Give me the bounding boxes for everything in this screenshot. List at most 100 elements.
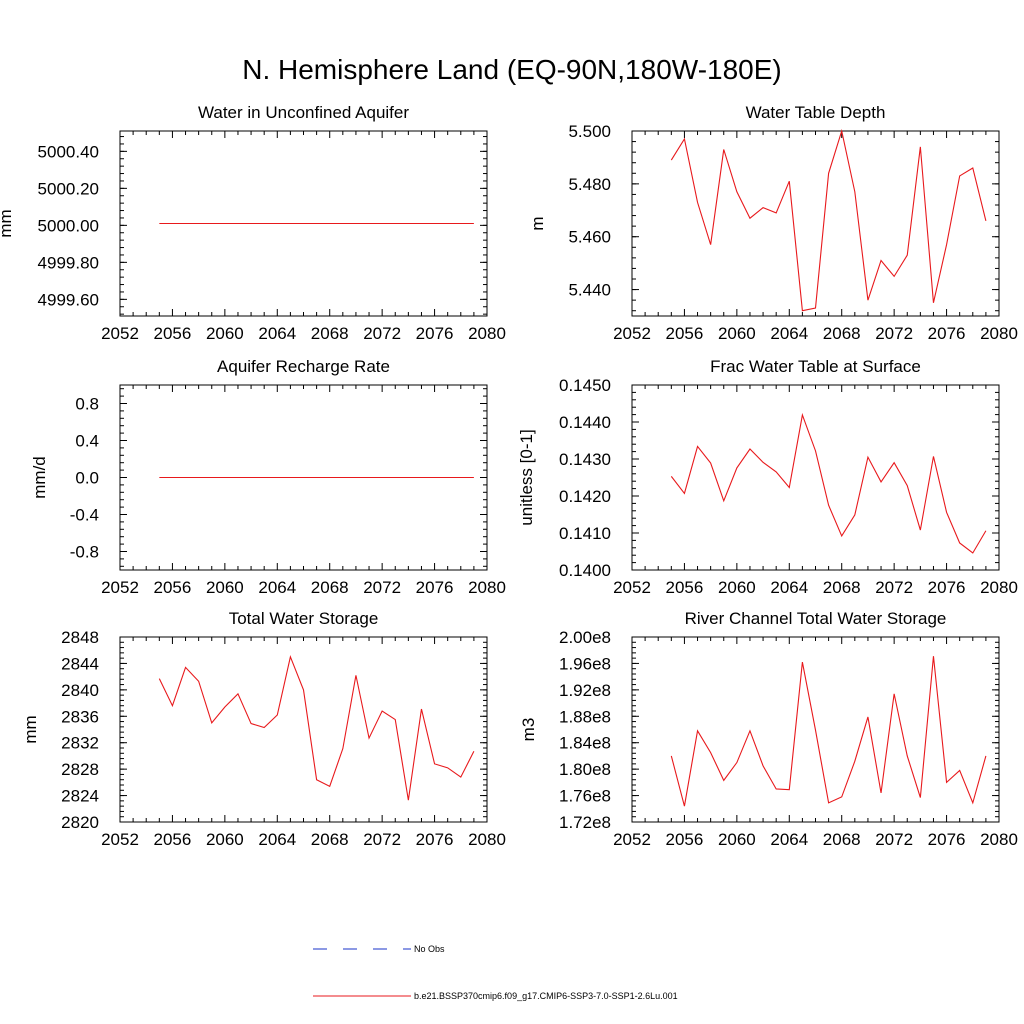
legend-obs-label: No Obs xyxy=(414,944,445,954)
plot-frame xyxy=(631,130,1000,317)
y-tick-label: 2848 xyxy=(61,628,99,647)
subplot-title: Total Water Storage xyxy=(229,609,379,628)
y-tick-label: 1.96e8 xyxy=(559,654,611,673)
y-tick-label: 5000.20 xyxy=(38,179,99,198)
x-tick-label: 2064 xyxy=(770,578,808,597)
y-tick-label: 5000.00 xyxy=(38,216,99,235)
y-tick-label: 2844 xyxy=(61,654,99,673)
y-tick-label: 0.1430 xyxy=(559,450,611,469)
y-tick-label: -0.4 xyxy=(70,506,99,525)
plot-frame xyxy=(119,636,488,823)
subplot-title: Aquifer Recharge Rate xyxy=(217,357,390,376)
x-tick-label: 2080 xyxy=(468,830,506,849)
x-tick-label: 2056 xyxy=(666,830,704,849)
x-tick-label: 2072 xyxy=(363,324,401,343)
x-tick-label: 2076 xyxy=(928,830,966,849)
y-axis-label: mm xyxy=(0,209,15,237)
y-tick-label: 0.1440 xyxy=(559,413,611,432)
x-tick-label: 2076 xyxy=(416,578,454,597)
x-tick-label: 2056 xyxy=(154,578,192,597)
y-tick-label: 2820 xyxy=(61,813,99,832)
y-tick-label: 0.1410 xyxy=(559,524,611,543)
y-tick-label: 0.1420 xyxy=(559,487,611,506)
panel-5: 2052 2056 2060 2064 2068 2072 2076 2080 2820 2824… xyxy=(21,609,506,849)
series-line xyxy=(670,128,987,312)
x-tick-label: 2080 xyxy=(980,578,1018,597)
x-tick-label: 2052 xyxy=(101,830,139,849)
subplot-title: Frac Water Table at Surface xyxy=(710,357,921,376)
x-tick-label: 2052 xyxy=(613,830,651,849)
y-tick-label: 1.72e8 xyxy=(559,813,611,832)
x-tick-label: 2056 xyxy=(154,830,192,849)
panel-6: 2052 2056 2060 2064 2068 2072 2076 2080 1.72e8 1.… xyxy=(519,609,1018,849)
y-axis-label: mm/d xyxy=(30,456,49,499)
x-tick-label: 2064 xyxy=(770,324,808,343)
legend-model-label: b.e21.BSSP370cmip6.f09_g17.CMIP6-SSP3-7.… xyxy=(414,991,678,1001)
x-tick-label: 2056 xyxy=(666,578,704,597)
x-tick-label: 2060 xyxy=(718,578,756,597)
subplot-title: River Channel Total Water Storage xyxy=(685,609,947,628)
x-tick-label: 2060 xyxy=(206,324,244,343)
y-tick-label: 2.00e8 xyxy=(559,628,611,647)
x-tick-label: 2064 xyxy=(258,324,296,343)
x-tick-label: 2052 xyxy=(101,578,139,597)
y-tick-label: 1.80e8 xyxy=(559,760,611,779)
y-axis-label: unitless [0-1] xyxy=(517,429,536,525)
y-tick-label: -0.8 xyxy=(70,543,99,562)
y-tick-label: 2836 xyxy=(61,707,99,726)
y-axis-label: mm xyxy=(21,715,40,743)
y-tick-label: 0.8 xyxy=(75,395,99,414)
x-tick-label: 2072 xyxy=(875,830,913,849)
x-tick-label: 2064 xyxy=(258,578,296,597)
y-axis-label: m xyxy=(528,216,547,230)
x-tick-label: 2068 xyxy=(823,324,861,343)
x-tick-label: 2064 xyxy=(770,830,808,849)
x-tick-label: 2052 xyxy=(613,578,651,597)
y-tick-label: 5.460 xyxy=(568,228,611,247)
y-tick-label: 1.84e8 xyxy=(559,734,611,753)
x-tick-label: 2060 xyxy=(718,324,756,343)
y-tick-label: 0.4 xyxy=(75,432,99,451)
series-line xyxy=(670,656,987,807)
x-tick-label: 2072 xyxy=(363,578,401,597)
legend: No Obs b.e21.BSSP370cmip6.f09_g17.CMIP6-… xyxy=(313,944,678,1001)
x-tick-label: 2056 xyxy=(154,324,192,343)
x-tick-label: 2064 xyxy=(258,830,296,849)
x-tick-label: 2060 xyxy=(206,830,244,849)
subplot-title: Water Table Depth xyxy=(746,103,886,122)
y-tick-label: 4999.80 xyxy=(38,253,99,272)
panel-3: 2052 2056 2060 2064 2068 2072 2076 2080 -0.8 -0.4… xyxy=(30,357,506,597)
y-tick-label: 5000.40 xyxy=(38,142,99,161)
x-tick-label: 2072 xyxy=(875,578,913,597)
x-tick-label: 2068 xyxy=(311,578,349,597)
x-tick-label: 2076 xyxy=(416,830,454,849)
figure-title: N. Hemisphere Land (EQ-90N,180W-180E) xyxy=(242,54,782,85)
x-tick-label: 2068 xyxy=(823,830,861,849)
y-tick-label: 2832 xyxy=(61,734,99,753)
x-tick-label: 2080 xyxy=(468,578,506,597)
y-tick-label: 1.88e8 xyxy=(559,707,611,726)
panel-1: 2052 2056 2060 2064 2068 2072 2076 2080 4999.60 4… xyxy=(0,103,506,343)
y-tick-label: 0.1450 xyxy=(559,376,611,395)
y-tick-label: 5.440 xyxy=(568,281,611,300)
x-tick-label: 2060 xyxy=(206,578,244,597)
y-tick-label: 0.0 xyxy=(75,469,99,488)
y-tick-label: 2828 xyxy=(61,760,99,779)
x-tick-label: 2068 xyxy=(311,324,349,343)
y-tick-label: 0.1400 xyxy=(559,561,611,580)
panel-2: 2052 2056 2060 2064 2068 2072 2076 2080 5.440 5.4… xyxy=(528,103,1018,343)
y-tick-label: 5.500 xyxy=(568,122,611,141)
x-tick-label: 2080 xyxy=(980,830,1018,849)
panel-4: 2052 2056 2060 2064 2068 2072 2076 2080 0.1400 0.… xyxy=(517,357,1018,597)
x-tick-label: 2060 xyxy=(718,830,756,849)
subplot-title: Water in Unconfined Aquifer xyxy=(198,103,409,122)
x-tick-label: 2080 xyxy=(980,324,1018,343)
series-line xyxy=(158,654,475,801)
y-tick-label: 2840 xyxy=(61,681,99,700)
y-tick-label: 1.76e8 xyxy=(559,787,611,806)
series-line xyxy=(670,412,987,554)
x-tick-label: 2076 xyxy=(928,578,966,597)
x-tick-label: 2068 xyxy=(823,578,861,597)
y-tick-label: 2824 xyxy=(61,787,99,806)
y-tick-label: 4999.60 xyxy=(38,290,99,309)
